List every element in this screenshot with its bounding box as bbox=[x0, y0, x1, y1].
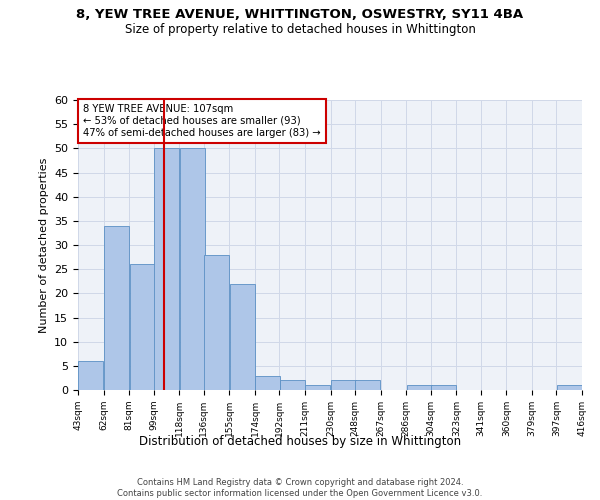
Bar bbox=[305, 385, 331, 390]
Bar bbox=[355, 380, 380, 390]
Bar bbox=[557, 385, 582, 390]
Text: Size of property relative to detached houses in Whittington: Size of property relative to detached ho… bbox=[125, 22, 475, 36]
Bar bbox=[331, 380, 356, 390]
Bar bbox=[78, 361, 103, 390]
Bar bbox=[230, 284, 255, 390]
Text: Distribution of detached houses by size in Whittington: Distribution of detached houses by size … bbox=[139, 435, 461, 448]
Bar bbox=[407, 385, 432, 390]
Bar bbox=[154, 148, 179, 390]
Bar bbox=[431, 385, 456, 390]
Bar bbox=[280, 380, 305, 390]
Text: Contains HM Land Registry data © Crown copyright and database right 2024.
Contai: Contains HM Land Registry data © Crown c… bbox=[118, 478, 482, 498]
Bar bbox=[179, 148, 205, 390]
Bar bbox=[130, 264, 155, 390]
Text: 8, YEW TREE AVENUE, WHITTINGTON, OSWESTRY, SY11 4BA: 8, YEW TREE AVENUE, WHITTINGTON, OSWESTR… bbox=[76, 8, 524, 20]
Bar bbox=[104, 226, 129, 390]
Bar bbox=[255, 376, 280, 390]
Text: 8 YEW TREE AVENUE: 107sqm
← 53% of detached houses are smaller (93)
47% of semi-: 8 YEW TREE AVENUE: 107sqm ← 53% of detac… bbox=[83, 104, 320, 138]
Bar bbox=[204, 254, 229, 390]
Y-axis label: Number of detached properties: Number of detached properties bbox=[38, 158, 49, 332]
